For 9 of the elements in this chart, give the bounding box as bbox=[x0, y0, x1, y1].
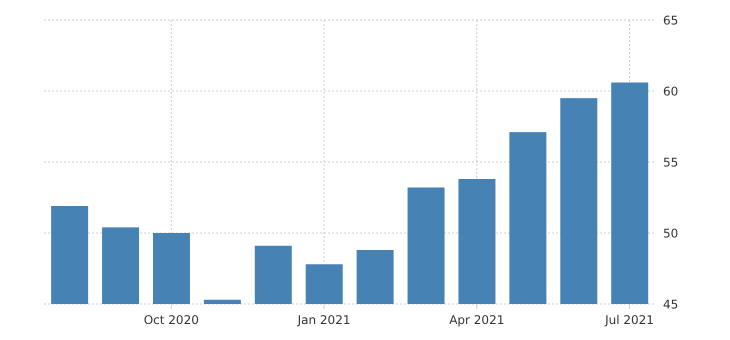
x-tick-label: Apr 2021 bbox=[449, 313, 504, 327]
y-tick-label: 45 bbox=[663, 297, 678, 312]
y-tick-label: 50 bbox=[663, 226, 678, 240]
x-tick-label: Jul 2021 bbox=[604, 313, 654, 327]
x-tick-label: Jan 2021 bbox=[296, 313, 350, 327]
y-tick-label: 60 bbox=[663, 84, 678, 98]
y-tick-label: 65 bbox=[663, 13, 678, 28]
y-tick-label: 55 bbox=[663, 155, 678, 170]
x-tick-label: Oct 2020 bbox=[144, 313, 199, 327]
